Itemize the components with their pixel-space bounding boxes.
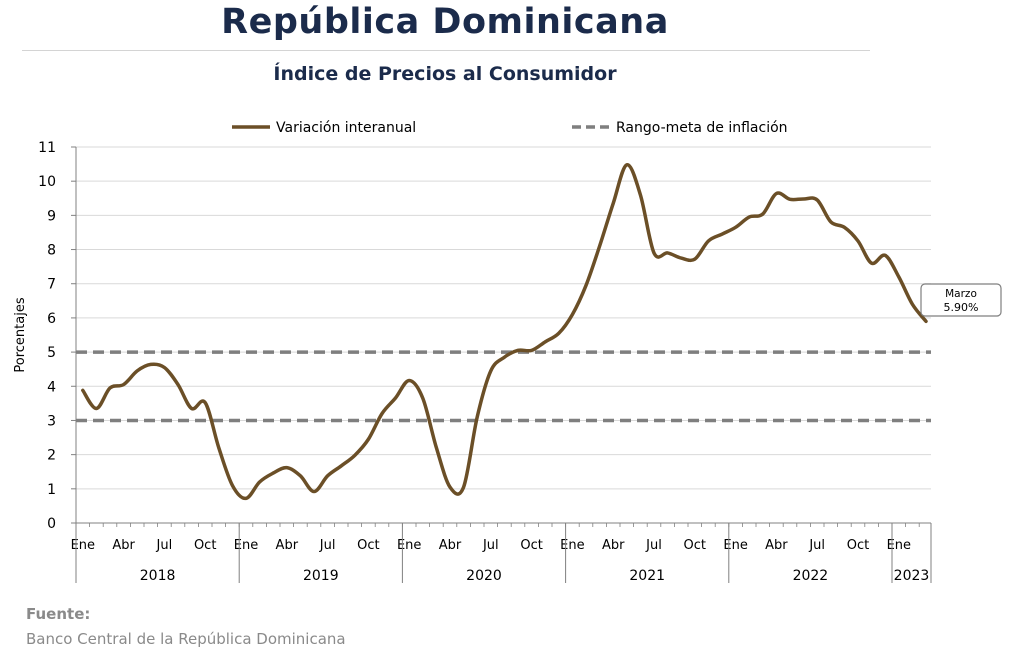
y-tick-label: 10 [38, 174, 56, 190]
x-tick-label: Abr [602, 538, 625, 553]
x-tick-label: Abr [112, 538, 135, 553]
year-label: 2019 [303, 568, 339, 584]
y-tick-label: 3 [47, 413, 56, 429]
x-tick-label: Abr [276, 538, 299, 553]
x-tick-label: Oct [684, 538, 706, 553]
source-text: Banco Central de la República Dominicana [26, 630, 346, 648]
annotation-value: 5.90% [944, 301, 979, 314]
legend-label-rango-meta: Rango-meta de inflación [616, 120, 788, 136]
y-tick-label: 9 [47, 208, 56, 224]
annotation-box [920, 283, 1002, 317]
x-tick-label: Jul [319, 538, 336, 553]
x-tick-label: Jul [808, 538, 825, 553]
page-title: República Dominicana [221, 2, 669, 42]
y-tick-label: 4 [47, 379, 56, 395]
x-tick-label: Ene [397, 538, 421, 553]
annotation-label: Marzo [945, 288, 977, 300]
x-tick-label: Oct [357, 538, 379, 553]
x-tick-label: Abr [439, 538, 462, 553]
series-line-variacion-interanual [81, 163, 928, 501]
y-tick-label: 7 [47, 277, 56, 293]
y-tick-label: 2 [47, 448, 56, 464]
y-tick-label: 6 [47, 311, 56, 327]
line-chart: 0 1 2 3 4 5 6 7 8 9 10 11 Porcentajes Variación inter… [13, 120, 1002, 584]
year-label: 2021 [629, 568, 665, 584]
source-label: Fuente: [26, 605, 91, 623]
x-tick-label: Oct [520, 538, 542, 553]
x-tick-label: Ene [887, 538, 911, 553]
y-axis-label: Porcentajes [13, 297, 28, 372]
y-tick-label: 1 [47, 482, 56, 498]
year-label: 2018 [140, 568, 176, 584]
x-tick-label: Abr [765, 538, 788, 553]
year-label: 2022 [793, 568, 829, 584]
x-tick-label: Jul [645, 538, 662, 553]
x-tick-label: Ene [560, 538, 584, 553]
x-tick-label: Ene [234, 538, 258, 553]
year-label: 2023 [894, 568, 930, 584]
y-tick-label: 5 [47, 345, 56, 361]
year-label: 2020 [466, 568, 502, 584]
x-tick-label: Jul [156, 538, 173, 553]
x-tick-label: Ene [723, 538, 747, 553]
y-tick-label: 11 [38, 140, 56, 156]
legend-label-variacion: Variación interanual [276, 120, 416, 136]
x-tick-label: Oct [847, 538, 869, 553]
title-divider [22, 50, 870, 51]
x-tick-label: Oct [194, 538, 216, 553]
x-tick-label: Jul [482, 538, 499, 553]
chart-subtitle: Índice de Precios al Consumidor [273, 63, 617, 85]
x-tick-label: Ene [71, 538, 95, 553]
y-tick-label: 0 [47, 516, 56, 532]
y-tick-label: 8 [47, 243, 56, 259]
